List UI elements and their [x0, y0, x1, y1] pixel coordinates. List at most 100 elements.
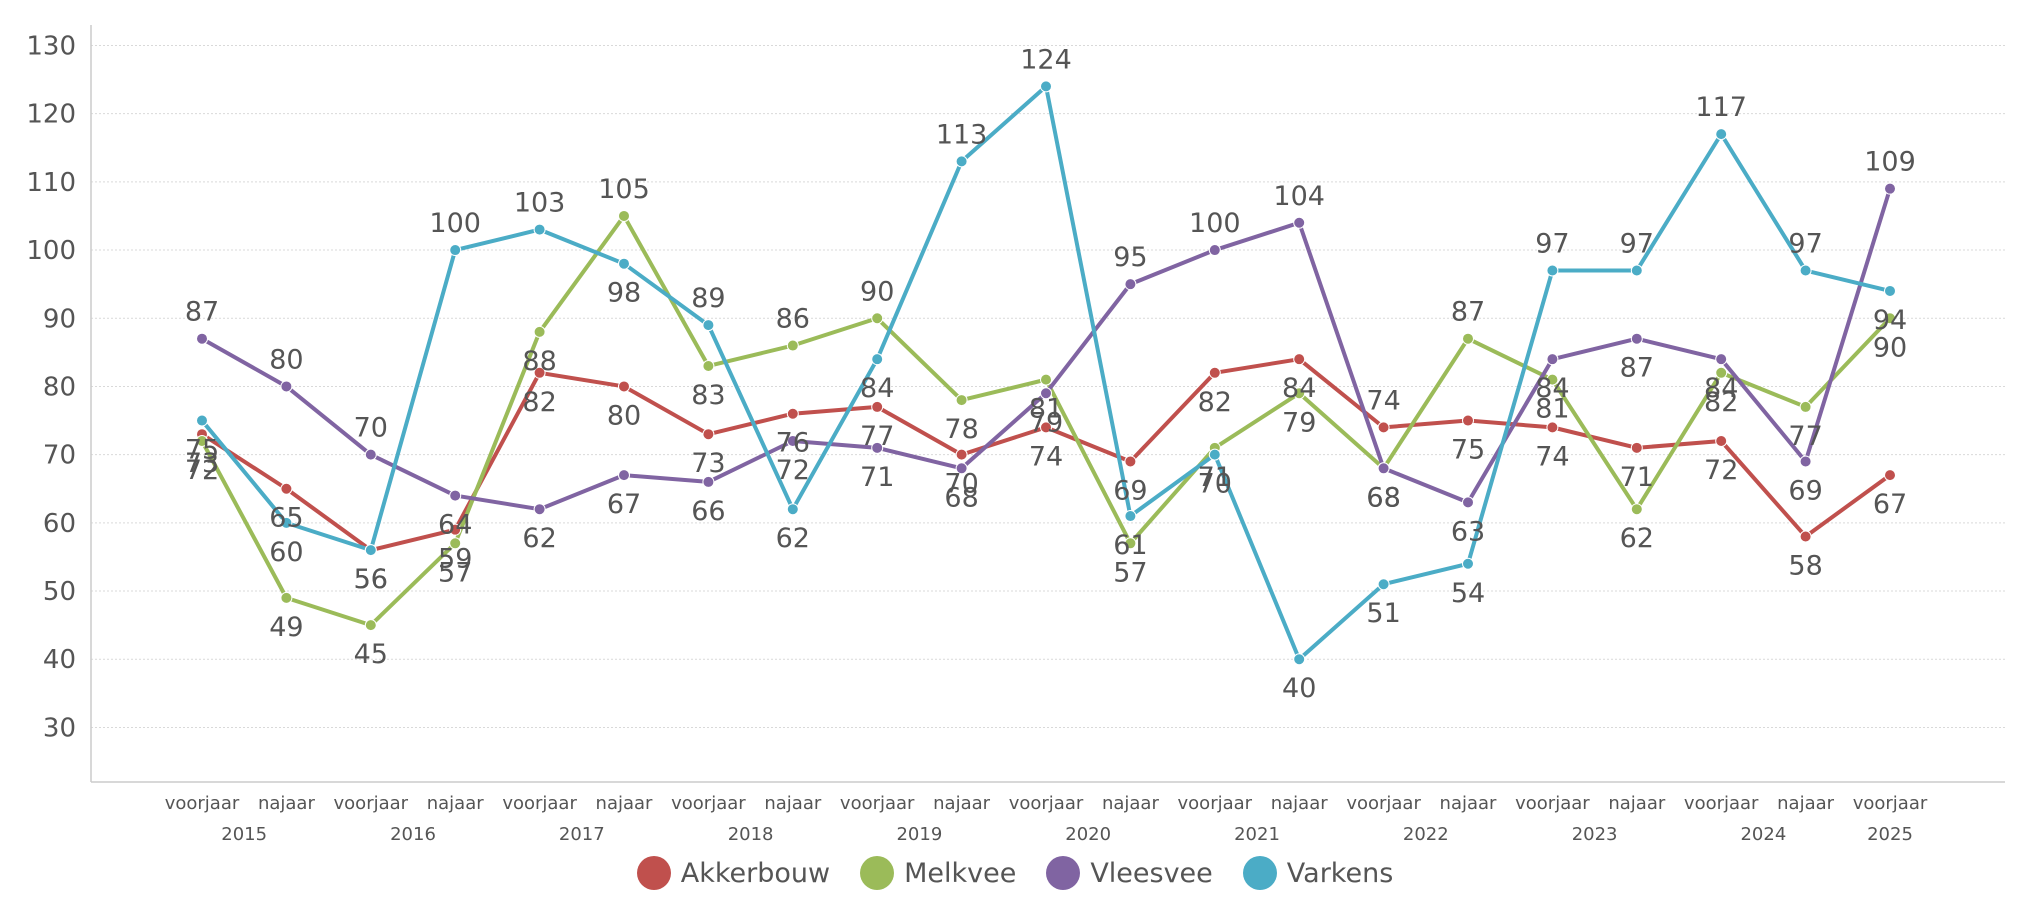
- data-label: 97: [1535, 229, 1569, 260]
- data-label: 62: [776, 523, 810, 554]
- legend-item-akkerbouw[interactable]: Akkerbouw: [636, 856, 830, 890]
- x-tick-label: najaar: [933, 793, 991, 814]
- data-point: [955, 155, 968, 168]
- data-point: [1293, 653, 1306, 666]
- data-label: 73: [691, 448, 725, 479]
- data-label: 76: [776, 428, 810, 459]
- data-label: 80: [607, 400, 641, 431]
- data-label: 56: [354, 564, 388, 595]
- data-points: [196, 80, 1896, 666]
- data-label: 97: [1620, 229, 1654, 260]
- data-point: [449, 244, 462, 257]
- data-label: 124: [1020, 44, 1072, 75]
- data-labels: 7372877565498060564570565957641008288621…: [185, 44, 1916, 704]
- data-point: [196, 332, 208, 345]
- data-label: 117: [1695, 92, 1747, 123]
- data-point: [1884, 469, 1896, 482]
- legend-label: Varkens: [1286, 857, 1394, 889]
- data-point: [1124, 278, 1137, 291]
- data-label: 74: [1366, 385, 1400, 416]
- data-label: 57: [438, 557, 472, 588]
- data-point: [449, 537, 462, 550]
- data-point: [618, 257, 630, 270]
- x-axis-ticks: voorjaar najaar voorjaar najaar voorjaar naja…: [165, 793, 1928, 845]
- x-tick-label: najaar: [596, 793, 654, 814]
- data-point: [1630, 264, 1643, 277]
- data-label: 58: [1788, 550, 1822, 581]
- legend-item-varkens[interactable]: Varkens: [1242, 856, 1394, 890]
- x-year-label: 2018: [728, 824, 774, 845]
- data-label: 74: [1535, 441, 1569, 472]
- data-label: 68: [1366, 482, 1400, 513]
- data-label: 51: [1366, 598, 1400, 629]
- x-tick-label: voorjaar: [1009, 793, 1084, 814]
- data-point: [1040, 373, 1052, 386]
- data-label: 87: [185, 297, 219, 328]
- x-tick-label: najaar: [1102, 793, 1160, 814]
- x-year-label: 2019: [896, 824, 942, 845]
- data-label: 62: [1620, 523, 1654, 554]
- data-point: [702, 359, 715, 372]
- data-label: 66: [691, 496, 725, 527]
- data-point: [449, 489, 462, 502]
- data-label: 72: [185, 455, 219, 486]
- data-point: [196, 435, 208, 448]
- data-label: 82: [1704, 387, 1738, 418]
- y-tick-label: 90: [43, 304, 76, 334]
- data-point: [449, 523, 462, 536]
- data-label: 71: [860, 462, 894, 493]
- legend-label: Melkvee: [904, 857, 1017, 889]
- data-label: 72: [1704, 455, 1738, 486]
- data-point: [364, 544, 377, 557]
- y-tick-label: 120: [26, 100, 76, 130]
- x-tick-label: najaar: [1440, 793, 1498, 814]
- x-tick-label: voorjaar: [840, 793, 915, 814]
- data-label: 67: [607, 489, 641, 520]
- data-point: [1715, 435, 1728, 448]
- legend-swatch: [1242, 856, 1277, 890]
- x-year-label: 2023: [1572, 824, 1618, 845]
- data-label: 61: [1113, 530, 1147, 561]
- data-point: [786, 339, 799, 352]
- data-label: 56: [354, 564, 388, 595]
- data-label: 75: [1451, 435, 1485, 466]
- legend-swatch: [1046, 856, 1081, 890]
- data-label: 104: [1273, 181, 1325, 212]
- x-year-label: 2016: [390, 824, 436, 845]
- data-point: [955, 394, 968, 407]
- data-point: [533, 325, 546, 338]
- y-tick-label: 80: [43, 372, 76, 402]
- data-point: [1715, 366, 1728, 379]
- x-year-label: 2017: [559, 824, 605, 845]
- data-label: 82: [522, 387, 556, 418]
- data-label: 40: [1282, 673, 1316, 704]
- data-label: 89: [691, 283, 725, 314]
- data-label: 59: [438, 544, 472, 575]
- data-label: 94: [1873, 305, 1907, 336]
- data-label: 68: [1366, 482, 1400, 513]
- data-label: 75: [185, 435, 219, 466]
- y-tick-label: 40: [43, 645, 76, 675]
- legend-item-melkvee[interactable]: Melkvee: [860, 856, 1016, 890]
- legend-item-vleesvee[interactable]: Vleesvee: [1046, 856, 1213, 890]
- data-point: [1462, 496, 1474, 509]
- legend: Akkerbouw Melkvee Vleesvee Varkens: [0, 856, 2030, 890]
- data-point: [1293, 353, 1306, 366]
- data-label: 77: [860, 421, 894, 452]
- x-tick-label: najaar: [427, 793, 485, 814]
- x-tick-label: najaar: [1777, 793, 1835, 814]
- y-tick-label: 60: [43, 509, 76, 539]
- data-label: 79: [1029, 407, 1063, 438]
- data-label: 62: [522, 523, 556, 554]
- data-point: [1884, 182, 1896, 195]
- data-label: 45: [354, 639, 388, 670]
- x-tick-label: voorjaar: [502, 793, 577, 814]
- data-point: [1884, 312, 1896, 325]
- data-label: 105: [598, 174, 650, 205]
- data-label: 49: [269, 612, 303, 643]
- x-tick-label: voorjaar: [1346, 793, 1421, 814]
- data-label: 84: [1282, 373, 1316, 404]
- data-point: [1799, 455, 1812, 468]
- x-tick-label: voorjaar: [1178, 793, 1253, 814]
- data-point: [1462, 332, 1474, 345]
